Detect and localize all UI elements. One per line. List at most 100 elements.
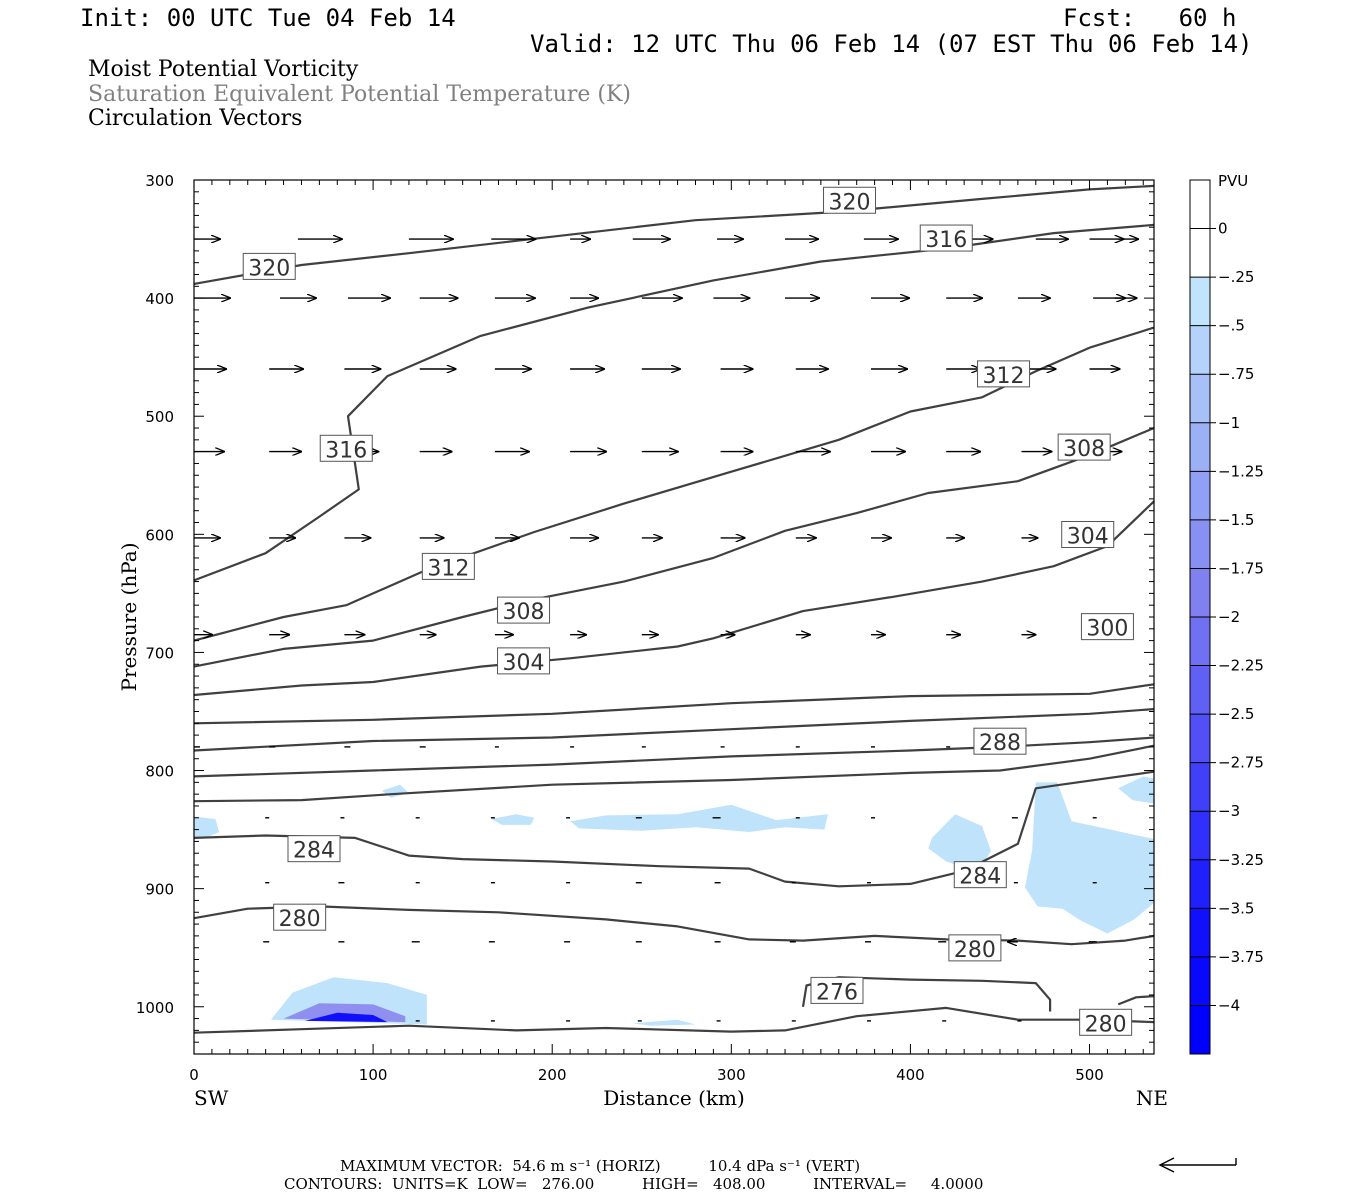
colorbar-segment: [1190, 374, 1210, 423]
contour-label: 276: [810, 976, 864, 1005]
axis-ticks: 0 100 200 300 400 500 300 400 500 600 700 800 900 100…: [136, 172, 1154, 1084]
colorbar-label: −3.25: [1218, 851, 1264, 869]
field-title-thetaes: Saturation Equivalent Potential Temperat…: [88, 82, 631, 107]
init-time: Init: 00 UTC Tue 04 Feb 14: [80, 4, 456, 32]
colorbar-label: −.25: [1218, 268, 1254, 286]
contour-label: 312: [421, 552, 475, 581]
x-tick-label: 500: [1075, 1066, 1104, 1084]
x-left-end-label: SW: [194, 1086, 229, 1110]
colorbar-segment: [1190, 228, 1210, 278]
y-tick-label: 400: [145, 290, 174, 308]
y-tick-label: 500: [145, 408, 174, 426]
contour-label: 284: [287, 835, 341, 864]
contour-label-box: [242, 252, 296, 280]
forecast-hour: Fcst: 60 h: [1063, 4, 1237, 32]
colorbar-segment: [1190, 471, 1210, 520]
colorbar-segment: [1190, 714, 1210, 763]
contour-296: [193, 708, 1155, 752]
contour-label-box: [287, 835, 341, 863]
colorbar-label: −2.75: [1218, 754, 1264, 772]
colorbar-label: −2.25: [1218, 657, 1264, 675]
pv-region: [382, 784, 409, 798]
contour-label: 280: [1079, 1008, 1133, 1037]
pv-region: [570, 804, 828, 832]
y-tick-label: 900: [145, 881, 174, 899]
colorbar-label: −2.5: [1218, 705, 1254, 723]
contour-label-text: 304: [1067, 525, 1109, 550]
contour-label-box: [977, 360, 1031, 388]
contour-label-text: 280: [954, 938, 996, 963]
x-tick-label: 100: [359, 1066, 388, 1084]
pv-region: [491, 814, 535, 825]
contour-292: [193, 736, 1155, 778]
contour-280: [193, 905, 1155, 946]
contour-280: [193, 1006, 1155, 1034]
colorbar-segment: [1190, 617, 1210, 666]
contour-label-box: [497, 596, 551, 624]
contour-label: 304: [1061, 521, 1115, 550]
contour-label-text: 316: [325, 438, 367, 463]
colorbar-label: 0: [1218, 220, 1228, 238]
y-tick-label: 800: [145, 763, 174, 781]
contour-label-text: 308: [1063, 437, 1105, 462]
colorbar-segment: [1190, 762, 1210, 812]
contour-label: 304: [497, 647, 551, 676]
field-title-mpv: Moist Potential Vorticity: [88, 57, 359, 82]
contour-label: 280: [273, 903, 327, 932]
contour-label: 300: [1080, 613, 1134, 642]
pv-region: [194, 816, 220, 839]
contour-label-text: 276: [816, 980, 858, 1005]
colorbar-segment: [1190, 956, 1210, 1006]
contour-288: [193, 744, 1155, 803]
colorbar-segment: [1190, 1005, 1210, 1054]
colorbar-segment: [1190, 665, 1210, 715]
colorbar-label: −1: [1218, 414, 1240, 432]
field-title-vectors: Circulation Vectors: [88, 106, 303, 131]
x-tick-label: 200: [538, 1066, 567, 1084]
y-tick-label: 700: [145, 644, 174, 662]
colorbar-unit: PVU: [1218, 172, 1248, 190]
y-tick-label: 600: [145, 526, 174, 544]
pv-region: [1025, 782, 1154, 934]
contour-300: [193, 683, 1155, 725]
colorbar-label: −3.75: [1218, 948, 1264, 966]
contour-label-box: [1080, 613, 1134, 641]
contour-312: [193, 326, 1155, 642]
contour-label: 280: [948, 934, 1002, 963]
reference-vector: [1158, 1157, 1237, 1173]
contour-label-box: [319, 434, 373, 462]
contour-labels: 320 320 316 316 312 312 308 308 304 304 300 288 284 2…: [242, 186, 1134, 1037]
colorbar-segment: [1190, 519, 1210, 569]
pv-shading: [194, 776, 1154, 1026]
pv-region: [928, 814, 991, 873]
colorbar-label: −1.75: [1218, 559, 1264, 577]
contour-label-box: [948, 934, 1002, 962]
contour-label: 320: [823, 186, 877, 215]
contour-label-text: 320: [829, 190, 871, 215]
contour-label-text: 320: [248, 256, 290, 281]
contour-label-box: [919, 224, 973, 252]
y-axis-label: Pressure (hPa): [117, 543, 141, 692]
x-tick-label: 0: [189, 1066, 199, 1084]
colorbar-segment: [1190, 277, 1210, 326]
pv-region: [1118, 776, 1154, 804]
valid-time: Valid: 12 UTC Thu 06 Feb 14 (07 EST Thu …: [530, 30, 1253, 58]
plot-frame: [193, 179, 1155, 1055]
circulation-vectors: [194, 239, 1138, 1022]
contour-label-box: [973, 727, 1027, 755]
colorbar-label: −4: [1218, 996, 1240, 1014]
colorbar-segment: [1190, 568, 1210, 617]
contour-label-text: 316: [925, 228, 967, 253]
contour-label-box: [810, 976, 864, 1004]
contour-label-text: 280: [1085, 1012, 1127, 1037]
colorbar-segment: [1190, 811, 1210, 860]
contour-label-box: [1079, 1008, 1133, 1036]
contour-label-text: 312: [427, 556, 469, 581]
contour-info: CONTOURS: UNITS=K LOW= 276.00 HIGH= 408.…: [284, 1175, 984, 1193]
contour-label-box: [1057, 433, 1111, 461]
x-right-end-label: NE: [1136, 1086, 1168, 1110]
contour-label-box: [421, 552, 475, 580]
x-tick-label: 300: [717, 1066, 746, 1084]
colorbar: 0 −.25 −.5 −.75 −1 −1.25 −1.5 −1.75 −2 −2.25 −2.5 −…: [1189, 172, 1264, 1055]
